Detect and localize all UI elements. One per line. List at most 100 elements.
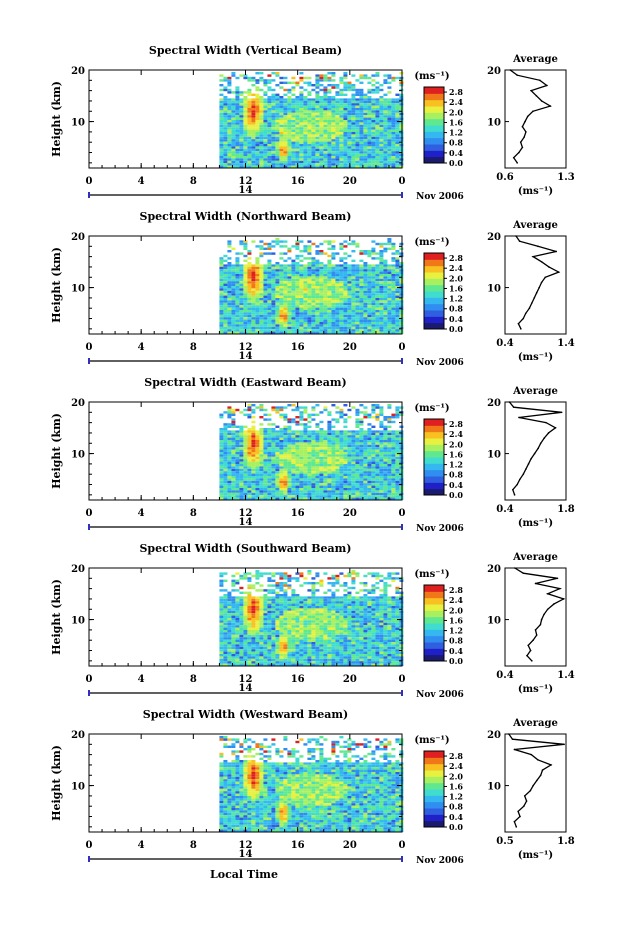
heatmap-cell (319, 139, 324, 142)
heatmap-cell (367, 317, 372, 320)
heatmap-cell (399, 132, 404, 135)
heatmap-cell (295, 492, 300, 496)
heatmap-cell (243, 242, 248, 246)
heatmap-cell (343, 459, 348, 462)
heatmap-cell (223, 295, 228, 298)
heatmap-cell (259, 112, 264, 116)
heatmap-cell (335, 288, 340, 291)
heatmap-cell (291, 151, 296, 154)
heatmap-cell (259, 454, 264, 457)
heatmap-cell (219, 461, 224, 464)
heatmap-cell (291, 127, 296, 130)
heatmap-cell (287, 148, 292, 152)
heatmap-cell (255, 444, 260, 448)
heatmap-cell (263, 444, 268, 448)
heatmap-cell (243, 440, 248, 443)
heatmap-cell (251, 76, 256, 80)
heatmap-cell (375, 286, 380, 289)
heatmap-cell (383, 151, 388, 154)
heatmap-cell (335, 84, 340, 87)
heatmap-cell (375, 322, 380, 325)
heatmap-cell (311, 435, 316, 438)
heatmap-cell (279, 129, 284, 132)
heatmap-cell (363, 488, 368, 491)
heatmap-cell (231, 411, 236, 414)
heatmap-cell (231, 120, 236, 123)
heatmap-cell (251, 295, 256, 298)
heatmap-cell (279, 326, 284, 330)
heatmap-cell (351, 250, 356, 253)
heatmap-cell (283, 305, 288, 308)
heatmap-cell (379, 129, 384, 132)
heatmap-cell (315, 286, 320, 289)
heatmap-cell (319, 262, 324, 265)
heatmap-cell (259, 322, 264, 325)
heatmap-cell (379, 165, 384, 168)
heatmap-cell (251, 110, 256, 113)
heatmap-cell (303, 245, 308, 248)
heatmap-cell (219, 478, 224, 481)
heatmap-cell (335, 420, 340, 424)
heatmap-cell (359, 81, 364, 84)
heatmap-cell (347, 437, 352, 440)
heatmap-cell (399, 160, 404, 164)
heatmap-cell (247, 283, 252, 286)
heatmap-cell (311, 105, 316, 108)
heatmap-cell (307, 312, 312, 315)
heatmap-cell (291, 266, 296, 270)
heatmap-cell (351, 466, 356, 469)
heatmap-cell (275, 485, 280, 488)
heatmap-cell (339, 435, 344, 438)
heatmap-cell (375, 86, 380, 89)
heatmap-cell (395, 295, 400, 298)
heatmap-cell (303, 411, 308, 414)
heatmap-cell (371, 84, 376, 87)
heatmap-cell (283, 165, 288, 168)
heatmap-cell (271, 136, 276, 140)
heatmap-cell (247, 163, 252, 166)
heatmap-cell (355, 298, 360, 301)
heatmap-cell (235, 100, 240, 104)
heatmap-cell (219, 468, 224, 472)
heatmap-cell (243, 449, 248, 452)
heatmap-cell (363, 283, 368, 286)
heatmap-cell (371, 295, 376, 298)
heatmap-cell (371, 146, 376, 149)
heatmap-cell (391, 440, 396, 443)
heatmap-cell (383, 98, 388, 101)
heatmap-cell (367, 160, 372, 164)
heatmap-cell (299, 331, 304, 334)
heatmap-cell (235, 488, 240, 491)
avg-y-tick-label: 10 (487, 284, 501, 295)
x-tick-label: 4 (138, 508, 145, 519)
heatmap-cell (243, 307, 248, 310)
heatmap-cell (327, 264, 332, 267)
heatmap-cell (331, 476, 336, 479)
heatmap-cell (391, 317, 396, 320)
heatmap-cell (319, 461, 324, 464)
heatmap-cell (379, 314, 384, 318)
heatmap-cell (375, 317, 380, 320)
heatmap-cell (287, 430, 292, 433)
heatmap-cell (387, 418, 392, 421)
x-tick-label: 8 (190, 508, 197, 519)
heatmap-cell (303, 447, 308, 450)
heatmap-cell (239, 120, 244, 123)
heatmap-cell (287, 437, 292, 440)
heatmap-cell (295, 307, 300, 310)
heatmap-cell (291, 276, 296, 279)
heatmap-cell (375, 307, 380, 310)
heatmap-cell (259, 459, 264, 462)
heatmap-cell (327, 497, 332, 500)
heatmap-cell (275, 461, 280, 464)
heatmap-cell (247, 497, 252, 500)
heatmap-cell (319, 122, 324, 125)
heatmap-cell (351, 93, 356, 96)
heatmap-cell (251, 411, 256, 414)
heatmap-cell (375, 497, 380, 500)
heatmap-cell (223, 312, 228, 315)
heatmap-cell (279, 139, 284, 142)
heatmap-cell (247, 468, 252, 472)
heatmap-cell (335, 151, 340, 154)
heatmap-cell (359, 317, 364, 320)
